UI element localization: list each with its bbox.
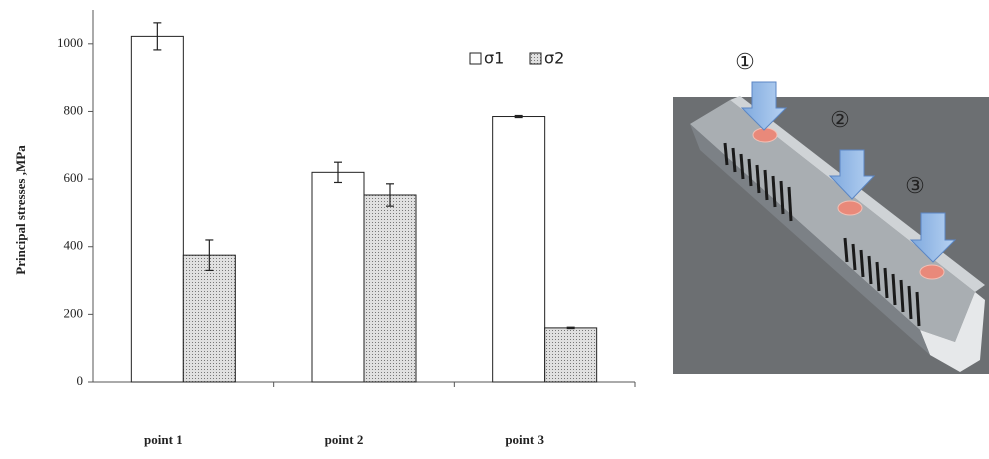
y-tick-label: 600 [64, 170, 84, 185]
y-tick-label: 400 [64, 238, 84, 253]
legend-label: σ1 [484, 49, 504, 68]
y-tick-label: 1000 [57, 35, 83, 50]
x-tick-label: point 3 [505, 432, 544, 447]
y-axis-label: Principal stresses ,MPa [13, 145, 28, 275]
legend-label: σ2 [544, 49, 564, 68]
legend-swatch [530, 53, 541, 64]
y-tick-label: 0 [77, 373, 84, 388]
chart: Principal stresses ,MPa ① ② ③ 0 200 400 600… [0, 0, 989, 459]
bar [545, 328, 597, 382]
x-tick-label: point 2 [325, 432, 364, 447]
bar [493, 117, 545, 382]
bar [312, 172, 364, 382]
y-tick-label: 200 [64, 305, 84, 320]
legend-swatch [470, 53, 481, 64]
point-label: ① [735, 49, 755, 74]
y-tick-label: 800 [64, 102, 84, 117]
bar [131, 36, 183, 382]
bar [364, 195, 416, 382]
point-label: ③ [905, 173, 925, 198]
x-tick-label: point 1 [144, 432, 183, 447]
point-label: ② [830, 107, 850, 132]
bar [183, 255, 235, 382]
